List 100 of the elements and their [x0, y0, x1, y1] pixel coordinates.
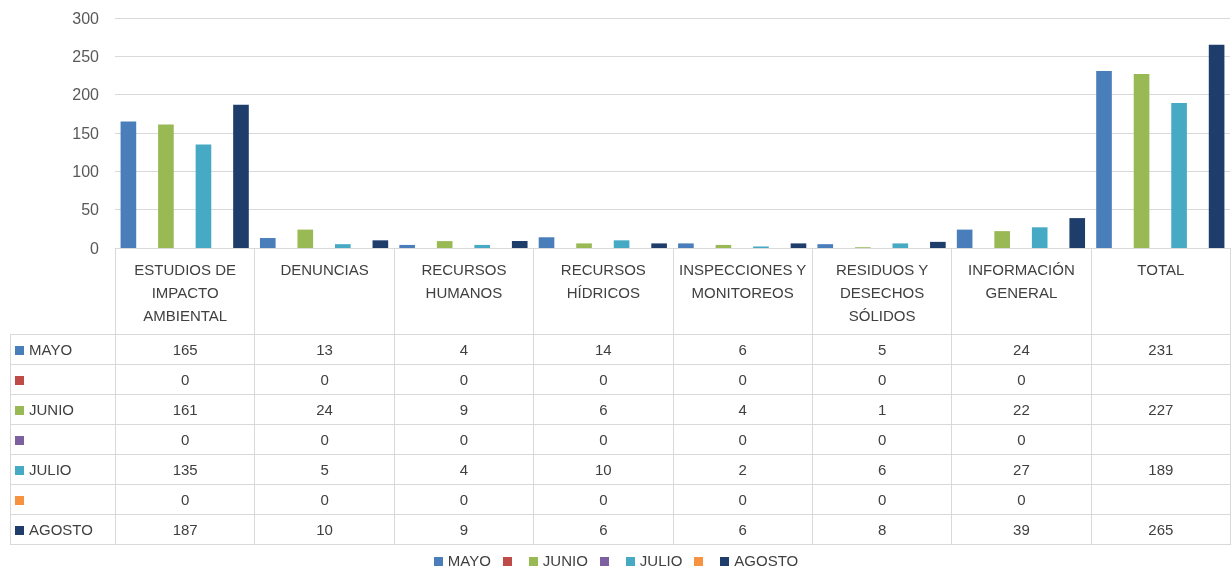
data-label: 0 [394, 424, 534, 455]
bar [994, 231, 1010, 248]
y-tick-label: 300 [72, 9, 100, 27]
text: JUNIO [542, 552, 588, 569]
bar [538, 237, 555, 248]
data-label: 0 [673, 484, 813, 515]
y-tick-label: 150 [72, 124, 100, 142]
data-label: 0 [533, 364, 673, 395]
data-label: 0 [115, 424, 255, 455]
bar [436, 241, 453, 248]
data-label: 0 [812, 424, 952, 455]
data-label: 4 [673, 394, 813, 425]
data-label: 10 [254, 514, 395, 545]
bar [817, 244, 834, 248]
x-tick-label: RECURSOS HUMANOS [394, 248, 534, 335]
bar [576, 243, 592, 248]
text: AGOSTO [29, 521, 93, 538]
text: JULIO [639, 552, 683, 569]
data-label: 27 [951, 454, 1092, 485]
data-label: 24 [254, 394, 395, 425]
bar [474, 244, 491, 248]
data-label: 22 [951, 394, 1092, 425]
data-label: 0 [115, 364, 255, 395]
data-label: 0 [673, 364, 813, 395]
data-label: 10 [533, 454, 673, 485]
data-label: 8 [812, 514, 952, 545]
legend-label: JULIO [10, 454, 116, 485]
data-label: 0 [115, 484, 255, 515]
data-label: 9 [394, 514, 534, 545]
bar [1133, 73, 1150, 248]
bar [233, 104, 249, 248]
data-label: 0 [812, 364, 952, 395]
bar [1031, 227, 1048, 248]
y-tick-label: 0 [90, 239, 100, 257]
bar [1171, 103, 1187, 248]
data-label: 6 [533, 514, 673, 545]
data-label: 1 [812, 394, 952, 425]
bar [259, 238, 276, 248]
data-label: 0 [951, 484, 1092, 515]
bar [613, 240, 630, 248]
data-label: 9 [394, 394, 534, 425]
data-label: 6 [673, 334, 813, 365]
data-label: 6 [533, 394, 673, 425]
data-label: 231 [1091, 334, 1231, 365]
bar [651, 243, 667, 248]
bar [335, 244, 351, 248]
data-label: 0 [394, 364, 534, 395]
data-label: 4 [394, 454, 534, 485]
bar [678, 243, 694, 248]
data-label: 39 [951, 514, 1092, 545]
x-tick-label: ESTUDIOS DE IMPACTO AMBIENTAL [115, 248, 255, 335]
bar [1096, 70, 1112, 248]
data-label: 0 [533, 484, 673, 515]
data-label: 187 [115, 514, 255, 545]
data-label: 5 [254, 454, 395, 485]
data-label: 189 [1091, 454, 1231, 485]
bar [195, 144, 212, 248]
bar [930, 241, 946, 248]
y-tick-label: 50 [81, 201, 100, 219]
bar [790, 243, 807, 248]
data-label: 0 [673, 424, 813, 455]
text: MAYO [447, 552, 491, 569]
data-label: 4 [394, 334, 534, 365]
bar [511, 241, 528, 248]
y-tick-label: 200 [72, 86, 100, 104]
data-label: 0 [254, 424, 395, 455]
x-tick-label: RESIDUOS Y DESECHOS SÓLIDOS [812, 248, 952, 335]
data-label: 2 [673, 454, 813, 485]
data-label: 0 [254, 484, 395, 515]
data-label: 0 [533, 424, 673, 455]
y-tick-label: 250 [72, 47, 100, 65]
bar [158, 124, 174, 248]
data-label: 24 [951, 334, 1092, 365]
data-label: 0 [254, 364, 395, 395]
legend-label: JUNIO [10, 394, 116, 425]
bar [1069, 218, 1086, 248]
data-label: 0 [951, 424, 1092, 455]
data-label: 135 [115, 454, 255, 485]
x-tick-label: TOTAL [1091, 248, 1231, 335]
data-label: 227 [1091, 394, 1231, 425]
data-label: 265 [1091, 514, 1231, 545]
y-tick-label: 100 [72, 162, 100, 180]
x-tick-label: DENUNCIAS [254, 248, 395, 335]
data-label: 161 [115, 394, 255, 425]
bar [1208, 44, 1225, 248]
x-tick-label: RECURSOS HÍDRICOS [533, 248, 673, 335]
data-label: 6 [673, 514, 813, 545]
data-label: 5 [812, 334, 952, 365]
bar [399, 244, 415, 248]
data-label: 0 [951, 364, 1092, 395]
bar [715, 244, 732, 248]
bar [892, 243, 909, 248]
bar [297, 229, 314, 248]
legend-label: MAYO [10, 334, 116, 365]
data-label: 6 [812, 454, 952, 485]
bar [372, 240, 389, 248]
data-label: 0 [812, 484, 952, 515]
data-label: 14 [533, 334, 673, 365]
data-label: 165 [115, 334, 255, 365]
x-tick-label: INSPECCIONES Y MONITOREOS [673, 248, 813, 335]
